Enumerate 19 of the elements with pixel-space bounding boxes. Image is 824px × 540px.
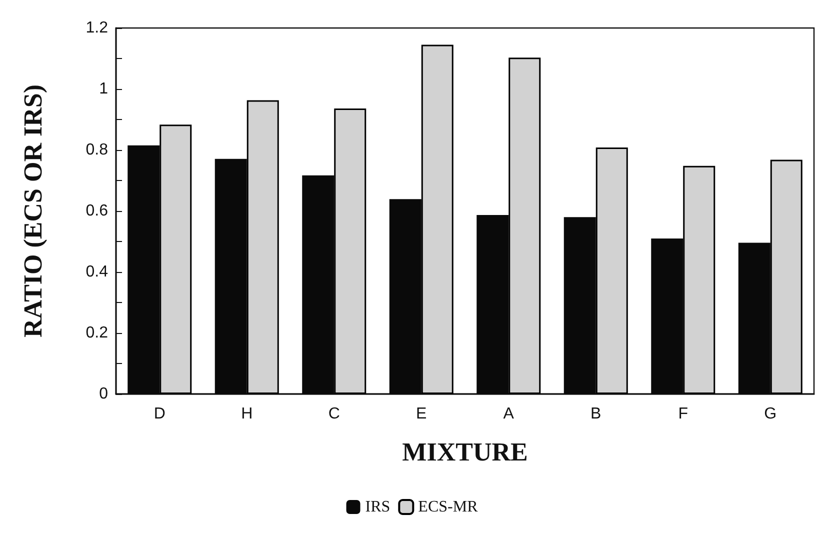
y-tick-label: 1 [99,80,108,98]
x-axis-title: MIXTURE [402,438,528,466]
y-tick-label: 0.2 [86,324,108,342]
y-tick-label: 0.4 [86,264,108,280]
x-tick-label: A [503,406,514,422]
x-tick-label: H [241,406,253,422]
y-axis-title: RATIO (ECS OR IRS) [18,84,48,338]
x-tick-label: C [328,406,340,422]
y-tick-label: 0.8 [86,142,108,158]
x-tick-label: G [764,406,777,422]
x-tick-label: F [678,406,688,422]
legend-label: ECS-MR [418,498,478,516]
y-tick-label: 1.2 [86,20,108,36]
y-tick-label: 0.6 [86,202,108,220]
x-tick-label: E [416,406,427,422]
legend-label: IRS [365,498,390,516]
y-tick-label: 0 [99,386,108,402]
x-tick-label: B [590,406,602,422]
x-tick-label: D [154,406,166,422]
